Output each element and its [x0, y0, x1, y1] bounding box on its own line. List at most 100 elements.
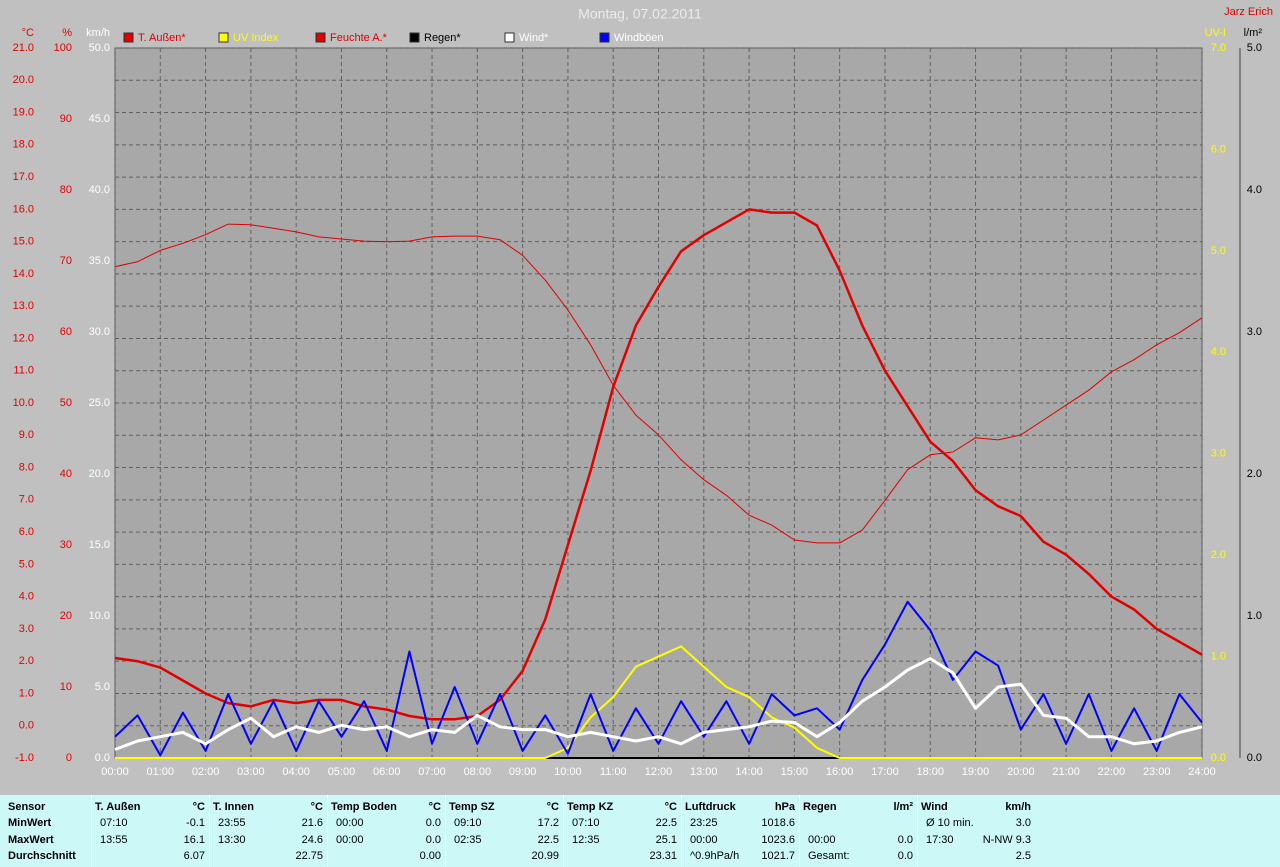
legend-swatch: [504, 32, 515, 43]
cell-time: 23:25: [690, 817, 718, 829]
cell-value: 1018.6: [761, 817, 795, 829]
cell-value: 0.0: [897, 834, 913, 846]
row-label: Durchschnitt: [8, 850, 76, 862]
y-tick-label: 3.0: [1247, 326, 1262, 338]
x-tick-label: 16:00: [826, 766, 854, 778]
y-tick-label: 13.0: [13, 300, 34, 312]
series-line: [114, 600, 1203, 757]
x-tick-label: 12:00: [645, 766, 673, 778]
column-separator: [209, 795, 210, 867]
cell-value: 6.07: [183, 850, 205, 862]
cell-time: 17:30: [926, 834, 954, 846]
y-tick-label: 7.0: [19, 494, 34, 506]
group-unit: °C: [310, 801, 323, 813]
y-tick-label: 5.0: [19, 558, 34, 570]
y-tick-label: 12.0: [13, 332, 34, 344]
y-tick-label: 19.0: [13, 106, 34, 118]
y-tick-label: 8.0: [19, 461, 34, 473]
y-tick-label: -1.0: [15, 752, 34, 764]
cell-value: 1023.6: [761, 834, 795, 846]
group-unit: l/m²: [893, 801, 913, 813]
x-tick-label: 02:00: [192, 766, 220, 778]
series-line: [114, 657, 1203, 751]
x-tick-label: 04:00: [282, 766, 310, 778]
legend-swatch: [409, 32, 420, 43]
group-unit: °C: [192, 801, 205, 813]
cell-time: 07:10: [572, 817, 600, 829]
legend-label: T. Außen*: [138, 32, 186, 44]
group-unit: °C: [664, 801, 677, 813]
cell-time: Gesamt:: [808, 850, 850, 862]
x-tick-label: 03:00: [237, 766, 265, 778]
cell-value: 24.6: [301, 834, 323, 846]
group-unit: °C: [428, 801, 441, 813]
column-separator: [681, 795, 682, 867]
group-name: Luftdruck: [685, 801, 736, 813]
y-tick-label: 4.0: [1247, 184, 1262, 196]
y-tick-label: 60: [60, 326, 72, 338]
y-tick-label: 7.0: [1211, 42, 1226, 54]
legend-swatch: [599, 32, 610, 43]
y-tick-label: 2.0: [19, 655, 34, 667]
group-name: Temp Boden: [331, 801, 397, 813]
legend-label: UV Index: [233, 32, 279, 44]
y-tick-label: 0.0: [19, 720, 34, 732]
cell-time: 13:30: [218, 834, 246, 846]
y-tick-label: 0.0: [1211, 752, 1226, 764]
y-tick-label: 17.0: [13, 171, 34, 183]
y-tick-label: 30: [60, 539, 72, 551]
x-tick-label: 00:00: [101, 766, 129, 778]
y-tick-label: 50: [60, 397, 72, 409]
row-label: MinWert: [8, 817, 52, 829]
chart: Montag, 07.02.2011 Jarz Erich 00:00 01:00…: [13, 6, 1273, 778]
y-tick-label: 18.0: [13, 139, 34, 151]
y-tick-label: 14.0: [13, 268, 34, 280]
y-tick-label: 10: [60, 681, 72, 693]
x-tick-label: 10:00: [554, 766, 582, 778]
chart-title: Montag, 07.02.2011: [578, 6, 702, 22]
y-tick-label: 11.0: [13, 365, 34, 377]
y-tick-label: 1.0: [1247, 610, 1262, 622]
cell-value: N-NW 9.3: [982, 834, 1031, 846]
y-tick-label: 100: [54, 42, 72, 54]
credit: Jarz Erich: [1224, 6, 1273, 18]
y-tick-label: 15.0: [89, 539, 110, 551]
x-tick-label: 23:00: [1143, 766, 1171, 778]
legend-label: Feuchte A.*: [330, 32, 388, 44]
axis-label: %: [62, 27, 72, 39]
y-tick-label: 6.0: [1211, 143, 1226, 155]
cell-time: 02:35: [454, 834, 482, 846]
x-tick-label: 07:00: [418, 766, 446, 778]
x-tick-label: 15:00: [781, 766, 809, 778]
cell-time: 07:10: [100, 817, 128, 829]
column-separator: [799, 795, 800, 867]
column-separator: [917, 795, 918, 867]
y-tick-label: 90: [60, 113, 72, 125]
cell-value: -0.1: [186, 817, 205, 829]
y-tick-label: 0.0: [1247, 752, 1262, 764]
column-separator: [327, 795, 328, 867]
cell-value: 1021.7: [761, 850, 795, 862]
x-tick-label: 18:00: [916, 766, 944, 778]
y-tick-label: 0: [66, 752, 72, 764]
y-tick-label: 20.0: [89, 468, 110, 480]
y-tick-label: 80: [60, 184, 72, 196]
x-tick-label: 05:00: [328, 766, 356, 778]
axis-label: km/h: [86, 27, 110, 39]
cell-time: ^0.9hPa/h: [690, 850, 740, 862]
axis-label: °C: [22, 27, 34, 39]
cell-time: Ø 10 min.: [926, 817, 974, 829]
cell-value: 23.31: [649, 850, 677, 862]
y-tick-label: 1.0: [19, 687, 34, 699]
y-tick-label: 20.0: [13, 74, 34, 86]
series-line: [115, 645, 1202, 759]
y-tick-label: 9.0: [19, 429, 34, 441]
x-tick-label: 21:00: [1052, 766, 1080, 778]
y-tick-label: 15.0: [13, 236, 34, 248]
y-tick-label: 20: [60, 610, 72, 622]
cell-value: 22.75: [295, 850, 323, 862]
cell-value: 25.1: [655, 834, 677, 846]
y-tick-label: 25.0: [89, 397, 110, 409]
y-tick-label: 5.0: [1211, 245, 1226, 257]
column-separator: [445, 795, 446, 867]
